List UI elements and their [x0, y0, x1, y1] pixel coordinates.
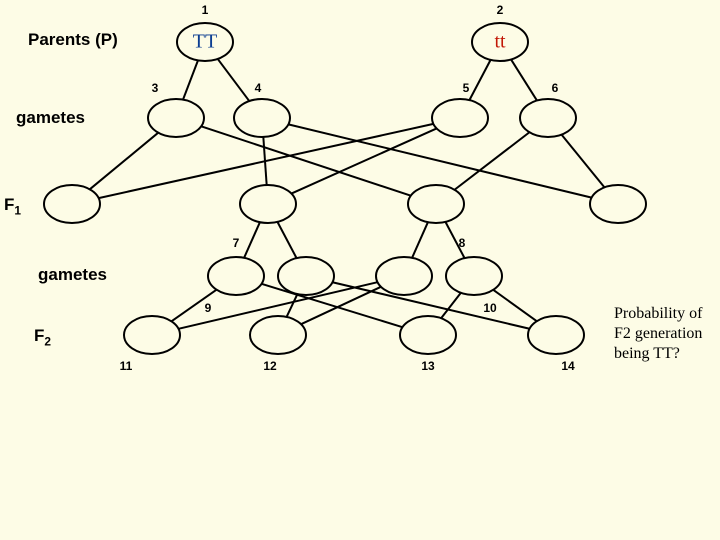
- num-label-6: 6: [552, 81, 559, 95]
- node-f1_4: [590, 185, 646, 223]
- label-f1-sub: 1: [14, 203, 21, 217]
- edge-p_right-g1_4: [511, 59, 537, 100]
- node-f1_2: [240, 185, 296, 223]
- node-g1_2: [234, 99, 290, 137]
- edge-p_right-g1_3: [469, 60, 490, 100]
- node-text-p_left: TT: [193, 31, 217, 53]
- node-g1_3: [432, 99, 488, 137]
- edge-p_left-g1_1: [183, 60, 198, 99]
- num-label-1: 1: [202, 3, 209, 17]
- edge-g2_4-f2_4: [493, 290, 537, 321]
- label-gametes-2: gametes: [38, 265, 107, 285]
- edge-f1_2-g2_1: [244, 222, 260, 258]
- num-label-3: 3: [152, 81, 159, 95]
- num-label-10: 10: [483, 301, 497, 315]
- num-label-9: 9: [205, 301, 212, 315]
- num-label-13: 13: [421, 359, 435, 373]
- genetics-diagram: TTtt 1234567891011121314: [0, 0, 720, 540]
- edge-g1_4-f1_4: [562, 135, 605, 188]
- node-f2_1: [124, 316, 180, 354]
- edge-g2_4-f2_3: [441, 293, 461, 318]
- node-text-p_right: tt: [494, 31, 506, 53]
- question-line-2: F2 generation: [614, 324, 702, 344]
- label-f2-sub: 2: [44, 334, 51, 348]
- node-g1_4: [520, 99, 576, 137]
- node-f2_2: [250, 316, 306, 354]
- node-g2_3: [376, 257, 432, 295]
- label-f2: F2: [34, 326, 51, 348]
- num-label-11: 11: [120, 359, 133, 373]
- node-f1_3: [408, 185, 464, 223]
- edge-p_left-g1_2: [218, 59, 250, 101]
- num-label-12: 12: [263, 359, 277, 373]
- node-g2_4: [446, 257, 502, 295]
- edge-f1_3-g2_3: [412, 222, 428, 258]
- edge-g2_2-f2_2: [287, 294, 298, 317]
- num-label-2: 2: [497, 3, 504, 17]
- label-gametes-1: gametes: [16, 108, 85, 128]
- num-label-14: 14: [561, 359, 575, 373]
- node-f1_1: [44, 185, 100, 223]
- edge-g1_4-f1_3: [455, 132, 530, 190]
- question-text: Probability of F2 generation being TT?: [614, 304, 702, 364]
- node-g2_2: [278, 257, 334, 295]
- num-label-7: 7: [233, 236, 240, 250]
- node-g2_1: [208, 257, 264, 295]
- num-label-5: 5: [463, 81, 470, 95]
- label-f1-letter: F: [4, 195, 14, 214]
- edge-f1_2-g2_2: [277, 222, 296, 258]
- num-label-8: 8: [459, 236, 466, 250]
- label-f2-letter: F: [34, 326, 44, 345]
- node-f2_4: [528, 316, 584, 354]
- question-line-1: Probability of: [614, 304, 702, 324]
- node-f2_3: [400, 316, 456, 354]
- edge-g1_3-f1_2: [291, 128, 436, 193]
- label-f1: F1: [4, 195, 21, 217]
- node-g1_1: [148, 99, 204, 137]
- num-label-4: 4: [255, 81, 262, 95]
- label-parents: Parents (P): [28, 30, 118, 50]
- edge-g1_1-f1_1: [90, 133, 158, 190]
- question-line-3: being TT?: [614, 344, 702, 364]
